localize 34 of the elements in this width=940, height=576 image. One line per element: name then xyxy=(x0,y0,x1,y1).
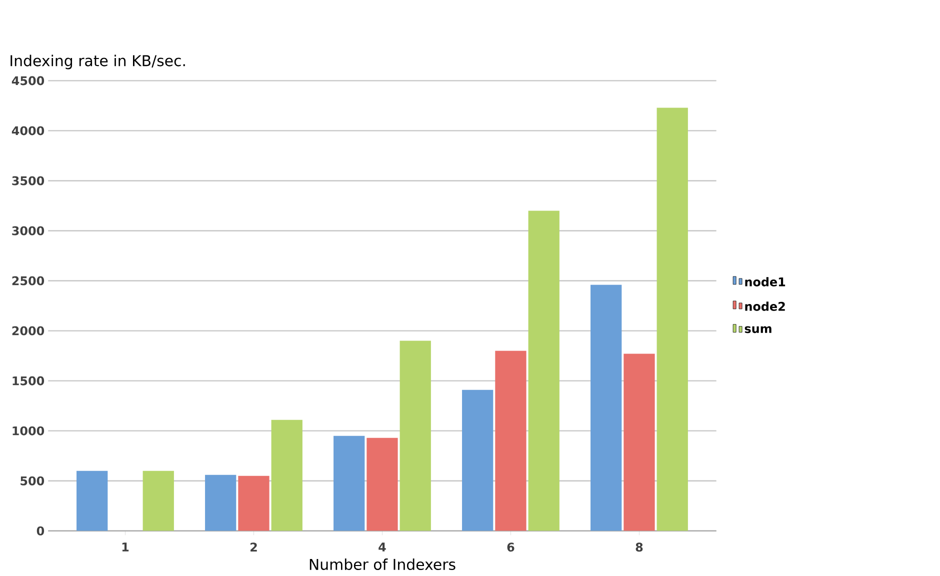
legend-label: sum xyxy=(744,326,772,334)
y-tick-label: 4500 xyxy=(12,76,44,86)
legend-label: node2 xyxy=(745,302,785,311)
bar xyxy=(142,470,174,531)
y-tick-label: 500 xyxy=(20,476,44,486)
x-tick-label: 6 xyxy=(507,542,514,552)
x-axis-title: Number of Indexers xyxy=(310,558,456,570)
bar xyxy=(334,436,365,531)
x-tick-label: 8 xyxy=(636,542,643,552)
y-tick-label: 1000 xyxy=(12,426,44,436)
bar xyxy=(495,350,526,531)
y-tick-label: 0 xyxy=(36,526,44,536)
y-tick-label: 3000 xyxy=(12,226,44,236)
x-tick-label: 2 xyxy=(250,542,257,552)
bar xyxy=(528,210,560,531)
legend-label: node1 xyxy=(745,277,786,286)
bar xyxy=(76,470,108,531)
bar xyxy=(205,474,236,531)
y-tick-label: 1500 xyxy=(12,376,44,386)
bar xyxy=(271,420,302,531)
bar xyxy=(366,438,398,531)
y-tick-label: 3500 xyxy=(12,176,44,186)
bar xyxy=(400,340,431,531)
bar xyxy=(462,390,494,531)
x-tick-label: 1 xyxy=(122,542,129,552)
y-tick-label: 2500 xyxy=(12,276,44,286)
x-tick-label: 4 xyxy=(378,542,386,552)
y-tick-label: 4000 xyxy=(12,126,44,136)
bar xyxy=(590,284,622,531)
y-tick-label: 2000 xyxy=(12,326,44,336)
bar xyxy=(238,476,270,531)
bar xyxy=(624,354,655,531)
chart-title: Indexing rate in KB/sec. xyxy=(10,54,185,70)
bar xyxy=(656,108,688,531)
